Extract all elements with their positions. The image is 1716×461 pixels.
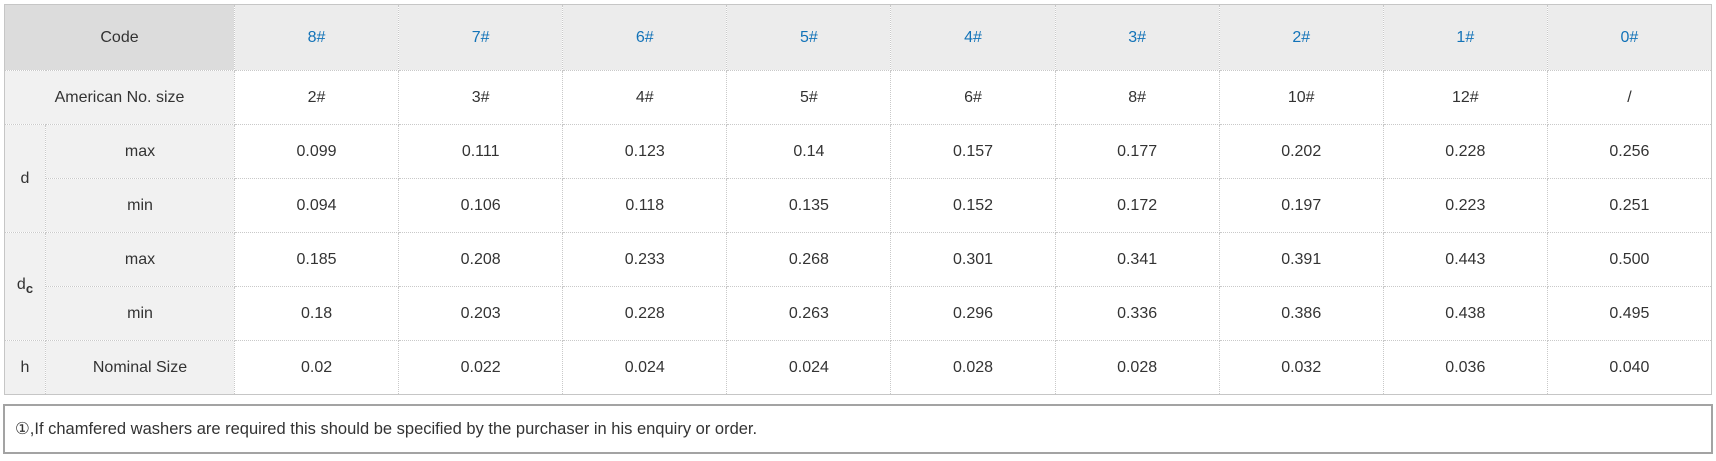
data-cell: 0.336 [1054, 286, 1220, 341]
footnote-text: ①,If chamfered washers are required this… [15, 420, 758, 438]
code-header-cell: 5# [726, 4, 892, 71]
data-cell: 0.202 [1218, 124, 1384, 179]
h-nominal-label: Nominal Size [45, 340, 235, 395]
data-cell: 0.228 [1382, 124, 1548, 179]
h-nominal-row: h Nominal Size 0.02 0.022 0.024 0.024 0.… [4, 340, 1713, 395]
d-symbol-label: d [4, 124, 46, 233]
data-cell: 8# [1054, 70, 1220, 125]
code-header-cell: 0# [1546, 4, 1713, 71]
data-cell: 0.263 [726, 286, 892, 341]
data-cell: 0.177 [1054, 124, 1220, 179]
data-cell: 0.438 [1382, 286, 1548, 341]
data-cell: 0.223 [1382, 178, 1548, 233]
data-cell: 0.152 [890, 178, 1056, 233]
data-cell: 0.185 [233, 232, 400, 287]
data-cell: 12# [1382, 70, 1548, 125]
dc-symbol-subscript: c [25, 281, 34, 297]
data-cell: 0.022 [398, 340, 564, 395]
data-cell: 0.028 [890, 340, 1056, 395]
data-cell: 0.157 [890, 124, 1056, 179]
footnote-box: ①,If chamfered washers are required this… [3, 404, 1713, 454]
code-header-cell: 3# [1054, 4, 1220, 71]
data-cell: 0.099 [233, 124, 400, 179]
data-cell: 0.256 [1546, 124, 1713, 179]
dc-symbol-label: dc [4, 232, 46, 341]
data-cell: 0.296 [890, 286, 1056, 341]
data-cell: 0.14 [726, 124, 892, 179]
data-cell: 3# [398, 70, 564, 125]
data-cell: 0.02 [233, 340, 400, 395]
code-header-row: Code 8# 7# 6# 5# 4# 3# 2# 1# 0# [4, 4, 1713, 71]
d-max-label: max [45, 124, 235, 179]
code-header-cell: 6# [562, 4, 728, 71]
dc-symbol-base: d [16, 276, 26, 294]
data-cell: 0.208 [398, 232, 564, 287]
code-header-label: Code [4, 4, 235, 71]
data-cell: 0.391 [1218, 232, 1384, 287]
code-header-cell: 8# [233, 4, 400, 71]
data-cell: / [1546, 70, 1713, 125]
d-max-row: d max 0.099 0.111 0.123 0.14 0.157 0.177… [4, 124, 1713, 233]
washer-dimensions-table: Code 8# 7# 6# 5# 4# 3# 2# 1# 0# American… [4, 4, 1713, 395]
data-cell: 0.197 [1218, 178, 1384, 233]
data-cell: 0.040 [1546, 340, 1713, 395]
data-cell: 0.036 [1382, 340, 1548, 395]
h-symbol-label: h [4, 340, 46, 395]
data-cell: 0.341 [1054, 232, 1220, 287]
data-cell: 0.032 [1218, 340, 1384, 395]
data-cell: 10# [1218, 70, 1384, 125]
d-min-row: min 0.094 0.106 0.118 0.135 0.152 0.172 … [5, 178, 1713, 233]
data-cell: 5# [726, 70, 892, 125]
data-cell: 0.386 [1218, 286, 1384, 341]
dc-min-row: min 0.18 0.203 0.228 0.263 0.296 0.336 0… [5, 286, 1713, 341]
dc-max-row: dc max 0.185 0.208 0.233 0.268 0.301 0.3… [4, 232, 1713, 341]
data-cell: 0.228 [562, 286, 728, 341]
data-cell: 0.500 [1546, 232, 1713, 287]
data-cell: 0.024 [562, 340, 728, 395]
data-cell: 0.443 [1382, 232, 1548, 287]
data-cell: 0.106 [398, 178, 564, 233]
data-cell: 0.028 [1054, 340, 1220, 395]
data-cell: 0.172 [1054, 178, 1220, 233]
data-cell: 0.111 [398, 124, 564, 179]
data-cell: 0.268 [726, 232, 892, 287]
data-cell: 0.203 [398, 286, 564, 341]
data-cell: 6# [890, 70, 1056, 125]
code-header-cell: 4# [890, 4, 1056, 71]
data-cell: 0.495 [1546, 286, 1713, 341]
data-cell: 0.135 [726, 178, 892, 233]
data-cell: 0.094 [233, 178, 400, 233]
data-cell: 0.118 [562, 178, 728, 233]
american-size-label: American No. size [4, 70, 235, 125]
d-min-label: min [45, 178, 235, 233]
american-size-row: American No. size 2# 3# 4# 5# 6# 8# 10# … [4, 70, 1713, 125]
code-header-cell: 2# [1218, 4, 1384, 71]
code-header-cell: 7# [398, 4, 564, 71]
data-cell: 0.18 [233, 286, 400, 341]
data-cell: 0.024 [726, 340, 892, 395]
data-cell: 0.233 [562, 232, 728, 287]
data-cell: 0.301 [890, 232, 1056, 287]
dc-max-label: max [45, 232, 235, 287]
data-cell: 4# [562, 70, 728, 125]
data-cell: 0.123 [562, 124, 728, 179]
data-cell: 2# [233, 70, 400, 125]
code-header-cell: 1# [1382, 4, 1548, 71]
dc-min-label: min [45, 286, 235, 341]
data-cell: 0.251 [1546, 178, 1713, 233]
